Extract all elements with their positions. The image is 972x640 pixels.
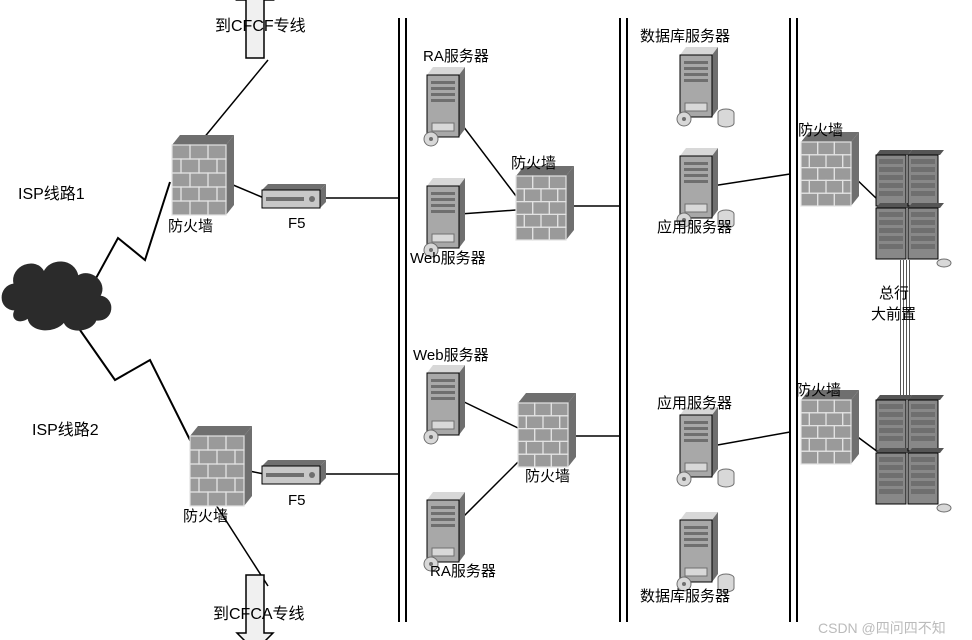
label-isp2: ISP线路2	[32, 421, 99, 441]
connection-line	[460, 400, 518, 428]
internet-cloud-icon	[2, 262, 111, 330]
label-ra_top: RA服务器	[423, 48, 489, 67]
db-top-icon	[677, 47, 734, 127]
label-db_top: 数据库服务器	[640, 28, 730, 47]
ra-top-icon	[424, 67, 465, 146]
web-bot-icon	[424, 365, 465, 444]
label-fw_r_bot: 防火墙	[796, 382, 841, 401]
web-top-icon	[424, 178, 465, 257]
app-top-icon	[677, 148, 734, 228]
label-web_bot: Web服务器	[413, 347, 489, 366]
fw-mid-top-icon	[516, 166, 574, 240]
diagram-svg	[0, 0, 972, 640]
label-web_top: Web服务器	[410, 250, 486, 269]
fw-right-top-icon	[801, 132, 859, 206]
connection-line	[95, 182, 170, 280]
connection-line	[198, 60, 268, 145]
label-cfcf: 到CFCF专线	[215, 17, 306, 37]
f5-bot-icon	[262, 460, 326, 484]
label-fw_r_top: 防火墙	[798, 122, 843, 141]
app-bot-icon	[677, 407, 734, 487]
label-hq1: 总行	[879, 285, 909, 304]
label-hq2: 大前置	[871, 306, 916, 325]
label-app_top: 应用服务器	[657, 219, 732, 238]
connection-line	[712, 432, 790, 446]
label-cfca: 到CFCA专线	[213, 605, 305, 625]
label-db_bot: 数据库服务器	[640, 588, 730, 607]
connection-line	[460, 210, 516, 214]
rack-top-icon	[876, 150, 951, 267]
rack-bot-icon	[876, 395, 951, 512]
connection-line	[460, 122, 516, 196]
ra-bot-icon	[424, 492, 465, 571]
label-fw_mid_top: 防火墙	[511, 155, 556, 174]
watermark: CSDN @四问四不知	[818, 618, 946, 638]
fw-left-bot-icon	[190, 426, 252, 506]
f5-top-icon	[262, 184, 326, 208]
label-isp1: ISP线路1	[18, 185, 85, 205]
connection-line	[712, 174, 790, 186]
connection-line	[460, 460, 520, 520]
label-fw_bot: 防火墙	[183, 508, 228, 527]
label-f5_top: F5	[288, 215, 306, 234]
label-fw_mid_bot: 防火墙	[525, 468, 570, 487]
db-bot-icon	[677, 512, 734, 592]
label-app_bot: 应用服务器	[657, 395, 732, 414]
label-ra_bot: RA服务器	[430, 563, 496, 582]
fw-mid-bot-icon	[518, 393, 576, 467]
fw-left-top-icon	[172, 135, 234, 215]
label-fw_top: 防火墙	[168, 218, 213, 237]
diagram-canvas: 到CFCF专线到CFCA专线ISP线路1ISP线路2防火墙防火墙F5F5RA服务…	[0, 0, 972, 640]
label-f5_bot: F5	[288, 492, 306, 511]
fw-right-bot-icon	[801, 390, 859, 464]
